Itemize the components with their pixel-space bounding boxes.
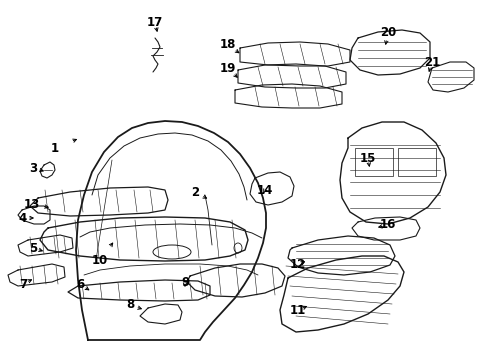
Bar (398, 148, 436, 176)
Text: 16: 16 (380, 219, 396, 231)
Text: 1: 1 (51, 141, 59, 154)
Text: 17: 17 (147, 15, 163, 28)
Bar (355, 148, 393, 176)
Text: 8: 8 (126, 298, 134, 311)
Text: 6: 6 (76, 278, 84, 291)
Text: 12: 12 (290, 258, 306, 271)
Text: 21: 21 (424, 55, 440, 68)
Text: 3: 3 (29, 162, 37, 175)
Text: 9: 9 (181, 275, 189, 288)
Text: 7: 7 (19, 278, 27, 291)
Text: 19: 19 (220, 62, 236, 75)
Text: 11: 11 (290, 303, 306, 316)
Text: 5: 5 (29, 242, 37, 255)
Text: 20: 20 (380, 26, 396, 39)
Text: 15: 15 (360, 152, 376, 165)
Text: 4: 4 (19, 211, 27, 225)
Text: 18: 18 (220, 39, 236, 51)
Text: 2: 2 (191, 185, 199, 198)
Text: 13: 13 (24, 198, 40, 211)
Text: 10: 10 (92, 253, 108, 266)
Text: 14: 14 (257, 184, 273, 197)
